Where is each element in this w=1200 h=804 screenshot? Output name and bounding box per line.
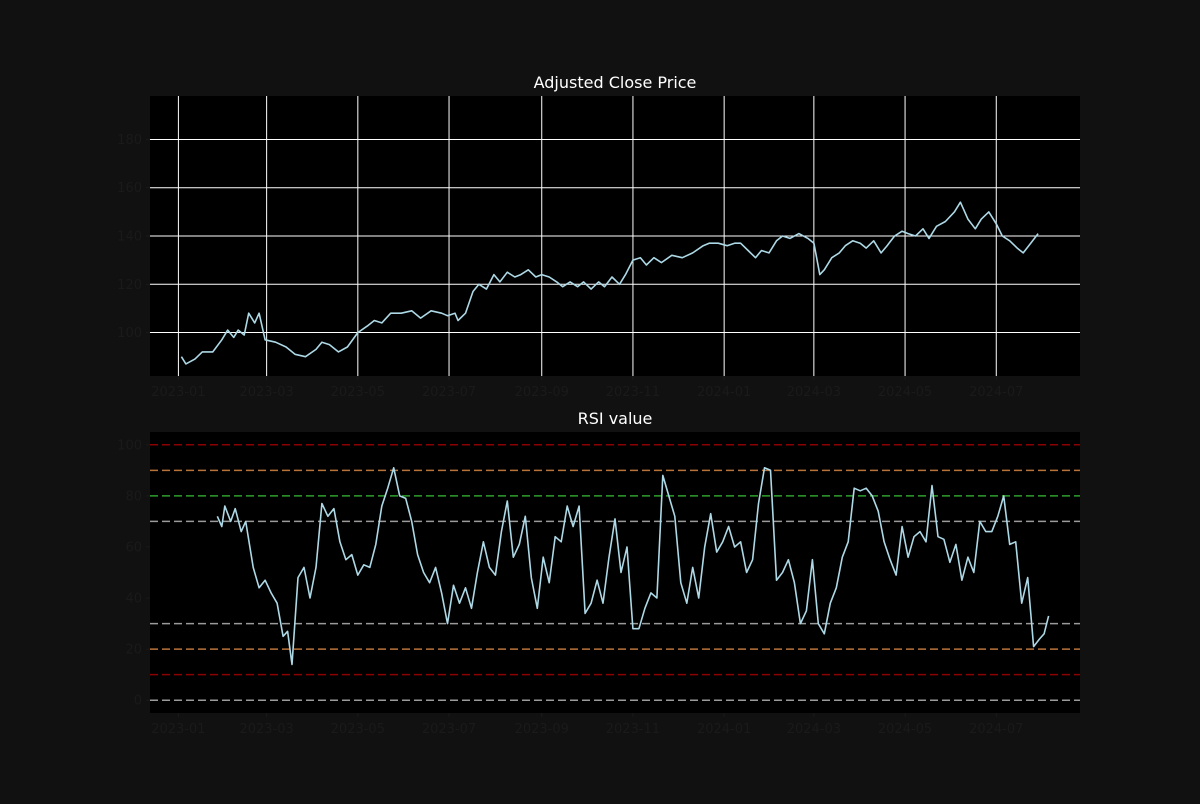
y-tick-label: 120: [117, 278, 142, 293]
price-gridlines: [150, 96, 1080, 376]
x-tick-label: 2023-11: [606, 385, 660, 400]
x-tick-label: 2024-05: [878, 722, 932, 737]
price-chart-title: Adjusted Close Price: [534, 73, 697, 92]
rsi-reference-lines: [150, 444, 1080, 701]
x-tick-label: 2024-01: [697, 722, 751, 737]
y-tick-label: 0: [134, 694, 142, 709]
y-tick-label: 100: [117, 438, 142, 453]
x-tick-label: 2024-07: [969, 385, 1023, 400]
x-tick-label: 2024-03: [787, 385, 841, 400]
y-tick-label: 60: [125, 540, 142, 555]
x-tick-label: 2023-11: [606, 722, 660, 737]
x-tick-label: 2023-03: [239, 722, 293, 737]
x-tick-label: 2024-01: [697, 385, 751, 400]
x-tick-label: 2023-03: [239, 385, 293, 400]
rsi-plot-area: [150, 432, 1080, 713]
x-tick-label: 2024-03: [787, 722, 841, 737]
x-tick-label: 2023-07: [422, 722, 476, 737]
price-series: [180, 201, 1039, 365]
x-tick-label: 2023-05: [331, 722, 385, 737]
x-tick-label: 2023-01: [151, 722, 205, 737]
rsi-chart-title: RSI value: [578, 409, 653, 428]
x-tick-label: 2023-09: [515, 722, 569, 737]
y-tick-label: 160: [117, 181, 142, 196]
x-tick-label: 2023-07: [422, 385, 476, 400]
price-x-axis: 2023-01 2023-03 2023-05 2023-07 2023-09 2023-…: [151, 376, 1023, 400]
x-tick-label: 2023-05: [331, 385, 385, 400]
x-tick-label: 2024-07: [969, 722, 1023, 737]
rsi-line: [216, 467, 1050, 666]
y-tick-label: 140: [117, 230, 142, 245]
x-tick-label: 2023-01: [151, 385, 205, 400]
y-tick-label: 20: [125, 643, 142, 658]
price-y-axis: 100 120 140 160 180: [117, 133, 150, 341]
price-chart: Adjusted Close Price 100 120 140 160 180 202…: [117, 73, 1080, 400]
x-tick-label: 2024-05: [878, 385, 932, 400]
rsi-y-axis: 0 20 40 60 80 100: [117, 438, 150, 709]
y-tick-label: 100: [117, 326, 142, 341]
y-tick-label: 40: [125, 592, 142, 607]
y-tick-label: 180: [117, 133, 142, 148]
rsi-series: [216, 467, 1050, 666]
y-tick-label: 80: [125, 489, 142, 504]
price-line: [180, 201, 1039, 365]
x-tick-label: 2023-09: [515, 385, 569, 400]
rsi-x-axis: 2023-01 2023-03 2023-05 2023-07 2023-09 2023-…: [151, 713, 1023, 737]
